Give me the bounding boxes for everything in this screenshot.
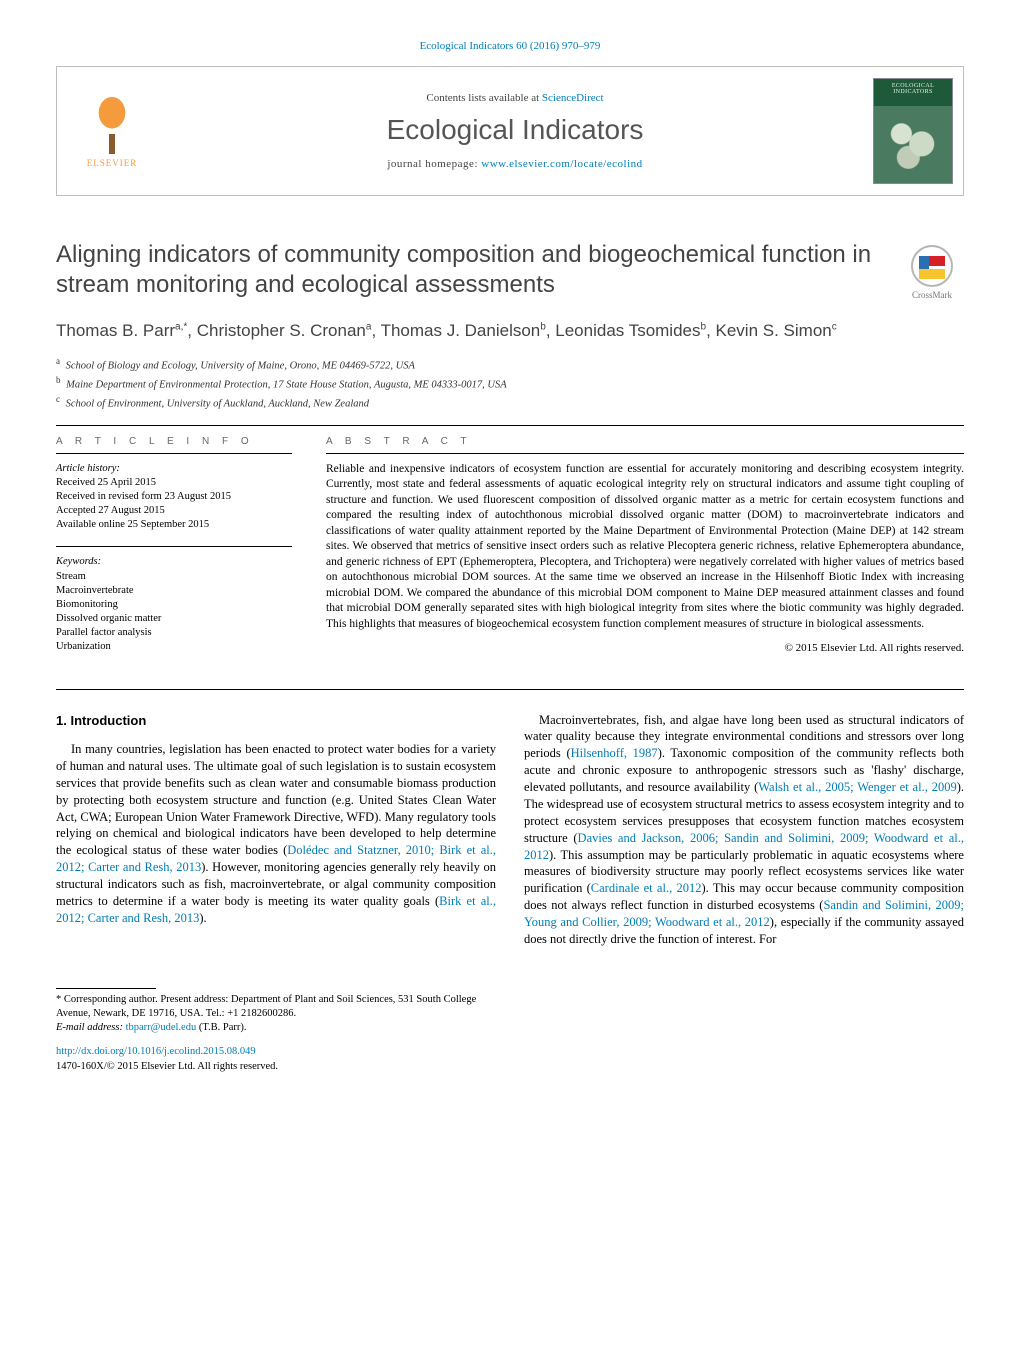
body-two-column: 1. Introduction In many countries, legis… — [56, 712, 964, 948]
keywords-lead: Keywords: — [56, 555, 292, 569]
abstract-text: Reliable and inexpensive indicators of e… — [326, 462, 964, 633]
history-line: Available online 25 September 2015 — [56, 518, 292, 532]
info-rule — [56, 453, 292, 454]
journal-header-box: ELSEVIER Contents lists available at Sci… — [56, 66, 964, 196]
abstract-copyright: © 2015 Elsevier Ltd. All rights reserved… — [326, 642, 964, 654]
publisher-name: ELSEVIER — [87, 158, 138, 168]
affiliations-block: a School of Biology and Ecology, Univers… — [56, 355, 964, 413]
homepage-prefix: journal homepage: — [387, 158, 481, 170]
keyword-item: Macroinvertebrate — [56, 584, 292, 598]
journal-homepage-link[interactable]: www.elsevier.com/locate/ecolind — [481, 158, 642, 170]
history-lead: Article history: — [56, 462, 292, 476]
running-citation: Ecological Indicators 60 (2016) 970–979 — [56, 40, 964, 52]
doi-line: http://dx.doi.org/10.1016/j.ecolind.2015… — [56, 1045, 492, 1059]
article-history: Article history: Received 25 April 2015R… — [56, 462, 292, 533]
body-top-rule — [56, 689, 964, 690]
crossmark-label: CrossMark — [912, 290, 952, 300]
contents-available-line: Contents lists available at ScienceDirec… — [426, 92, 603, 104]
body-paragraph-1: In many countries, legislation has been … — [56, 741, 496, 927]
issn-copyright-line: 1470-160X/© 2015 Elsevier Ltd. All right… — [56, 1060, 492, 1074]
article-info-header: A R T I C L E I N F O — [56, 436, 292, 447]
abstract-header: A B S T R A C T — [326, 436, 964, 447]
cover-caption: ECOLOGICAL INDICATORS — [874, 83, 952, 95]
corresponding-author-note: * Corresponding author. Present address:… — [56, 993, 492, 1021]
footnote-rule — [56, 988, 156, 989]
abstract-column: A B S T R A C T Reliable and inexpensive… — [326, 436, 964, 655]
info-rule-2 — [56, 546, 292, 547]
keyword-item: Biomonitoring — [56, 598, 292, 612]
article-info-column: A R T I C L E I N F O Article history: R… — [56, 436, 292, 655]
crossmark-icon — [911, 245, 953, 287]
crossmark-badge[interactable]: CrossMark — [900, 240, 964, 304]
divider-rule — [56, 425, 964, 426]
email-line: E-mail address: tbparr@udel.edu (T.B. Pa… — [56, 1021, 492, 1035]
elsevier-tree-icon — [87, 94, 137, 154]
body-paragraph-2: Macroinvertebrates, fish, and algae have… — [524, 712, 964, 948]
citation-link[interactable]: Hilsenhoff, 1987 — [571, 746, 658, 760]
journal-cover-cell: ECOLOGICAL INDICATORS — [863, 67, 963, 195]
keyword-item: Dissolved organic matter — [56, 612, 292, 626]
body-text: ). — [199, 911, 206, 925]
citation-link[interactable]: Cardinale et al., 2012 — [591, 881, 702, 895]
affiliation-line: b Maine Department of Environmental Prot… — [56, 374, 964, 393]
history-line: Received 25 April 2015 — [56, 476, 292, 490]
affiliation-line: a School of Biology and Ecology, Univers… — [56, 355, 964, 374]
history-line: Accepted 27 August 2015 — [56, 504, 292, 518]
keyword-item: Parallel factor analysis — [56, 626, 292, 640]
journal-homepage-line: journal homepage: www.elsevier.com/locat… — [387, 158, 642, 170]
footnote-block: * Corresponding author. Present address:… — [56, 988, 492, 1074]
abstract-rule — [326, 453, 964, 454]
affiliation-line: c School of Environment, University of A… — [56, 393, 964, 412]
doi-link[interactable]: http://dx.doi.org/10.1016/j.ecolind.2015… — [56, 1046, 256, 1057]
history-line: Received in revised form 23 August 2015 — [56, 490, 292, 504]
publisher-logo-cell: ELSEVIER — [57, 67, 167, 195]
journal-cover-thumbnail: ECOLOGICAL INDICATORS — [873, 78, 953, 184]
citation-link[interactable]: Walsh et al., 2005; Wenger et al., 2009 — [758, 780, 956, 794]
body-text: In many countries, legislation has been … — [56, 742, 496, 857]
article-title: Aligning indicators of community composi… — [56, 240, 888, 300]
sciencedirect-link[interactable]: ScienceDirect — [542, 92, 604, 104]
authors-line: Thomas B. Parra,*, Christopher S. Cronan… — [56, 320, 964, 343]
keywords-block: Keywords: StreamMacroinvertebrateBiomoni… — [56, 555, 292, 654]
keyword-item: Stream — [56, 570, 292, 584]
author-email-link[interactable]: tbparr@udel.edu — [126, 1022, 197, 1033]
journal-header-center: Contents lists available at ScienceDirec… — [167, 67, 863, 195]
keyword-item: Urbanization — [56, 640, 292, 654]
section-1-heading: 1. Introduction — [56, 712, 496, 730]
email-attribution: (T.B. Parr). — [196, 1022, 246, 1033]
journal-name: Ecological Indicators — [387, 114, 644, 146]
email-lead: E-mail address: — [56, 1022, 126, 1033]
elsevier-logo: ELSEVIER — [72, 86, 152, 176]
contents-prefix: Contents lists available at — [426, 92, 541, 104]
